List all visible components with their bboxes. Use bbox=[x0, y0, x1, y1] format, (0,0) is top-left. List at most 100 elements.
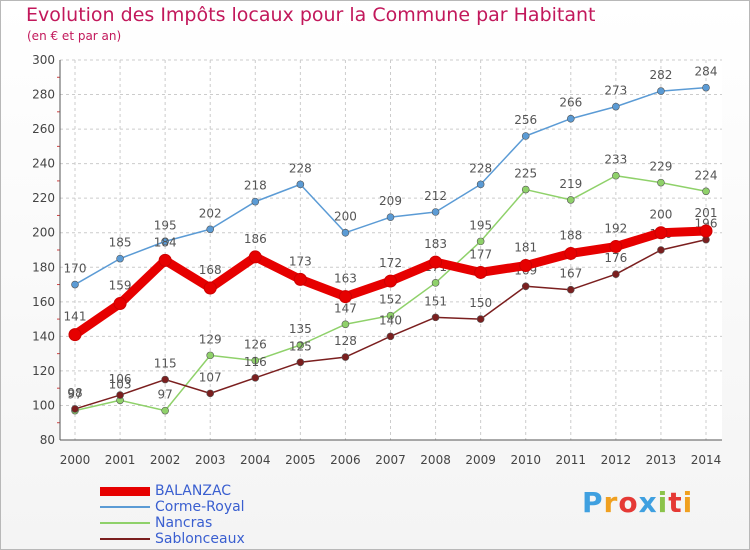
data-label: 183 bbox=[424, 237, 447, 251]
y-tick-label: 260 bbox=[32, 122, 55, 136]
data-label: 115 bbox=[154, 357, 177, 371]
data-point bbox=[248, 250, 262, 264]
data-label: 181 bbox=[514, 241, 537, 255]
data-label: 192 bbox=[604, 222, 627, 236]
data-point bbox=[161, 375, 169, 384]
legend-item: Sablonceaux bbox=[100, 531, 320, 547]
data-point bbox=[519, 259, 533, 273]
data-point bbox=[521, 132, 530, 140]
x-tick-label: 2008 bbox=[420, 453, 451, 467]
data-point bbox=[341, 353, 350, 361]
data-point bbox=[476, 315, 485, 323]
data-label: 116 bbox=[244, 355, 267, 369]
data-point bbox=[296, 341, 305, 349]
data-point bbox=[612, 270, 620, 278]
y-tick-label: 300 bbox=[32, 53, 55, 67]
data-point bbox=[612, 171, 620, 180]
data-label: 256 bbox=[514, 113, 537, 127]
data-label: 177 bbox=[469, 247, 492, 261]
data-label: 233 bbox=[604, 153, 627, 167]
data-point bbox=[161, 237, 169, 246]
data-point bbox=[521, 185, 530, 194]
chart-title: Evolution des Impôts locaux pour la Comm… bbox=[26, 4, 596, 26]
data-point bbox=[699, 224, 713, 238]
data-point bbox=[566, 196, 575, 204]
data-point bbox=[296, 180, 305, 189]
data-point bbox=[203, 281, 217, 295]
data-point bbox=[702, 83, 710, 92]
data-point bbox=[474, 265, 488, 279]
y-tick-label: 80 bbox=[40, 433, 55, 447]
data-point bbox=[657, 246, 665, 254]
x-tick-label: 2010 bbox=[510, 453, 541, 467]
data-point bbox=[206, 351, 215, 360]
data-point bbox=[251, 374, 260, 382]
data-point bbox=[68, 328, 82, 342]
data-point bbox=[386, 311, 395, 320]
legend-label: BALANZAC bbox=[155, 483, 232, 499]
data-label: 128 bbox=[334, 334, 357, 348]
legend-item: BALANZAC bbox=[100, 483, 320, 499]
legend-item: Nancras bbox=[100, 515, 320, 531]
data-label: 141 bbox=[64, 310, 87, 324]
data-point bbox=[206, 225, 215, 234]
data-point bbox=[566, 285, 575, 294]
logo-letter: x bbox=[638, 486, 658, 519]
y-tick-label: 180 bbox=[32, 260, 55, 274]
x-tick-label: 2000 bbox=[60, 453, 91, 467]
data-label: 228 bbox=[469, 161, 492, 175]
x-tick-label: 2004 bbox=[240, 453, 271, 467]
data-point bbox=[293, 272, 307, 286]
x-tick-label: 2011 bbox=[556, 453, 587, 467]
data-point bbox=[116, 391, 124, 399]
data-label: 184 bbox=[154, 235, 177, 249]
data-point bbox=[654, 226, 668, 240]
data-label: 266 bbox=[559, 96, 582, 110]
data-label: 97 bbox=[158, 388, 173, 402]
data-label: 185 bbox=[109, 236, 132, 250]
data-label: 186 bbox=[244, 232, 267, 246]
data-label: 168 bbox=[199, 263, 222, 277]
logo-letter: o bbox=[618, 486, 639, 519]
data-label: 126 bbox=[244, 338, 267, 352]
x-tick-label: 2003 bbox=[195, 453, 226, 467]
data-point bbox=[296, 358, 305, 367]
legend-swatch bbox=[100, 522, 150, 524]
data-label: 200 bbox=[334, 210, 357, 224]
chart-subtitle: (en € et par an) bbox=[27, 29, 122, 43]
x-tick-label: 2012 bbox=[601, 453, 632, 467]
data-label: 173 bbox=[289, 254, 312, 268]
logo-letter: r bbox=[603, 486, 619, 519]
x-tick-label: 2013 bbox=[646, 453, 677, 467]
proxiti-logo: Proxiti bbox=[582, 486, 693, 519]
data-point bbox=[566, 114, 575, 123]
data-point bbox=[657, 178, 665, 187]
data-label: 98 bbox=[67, 386, 82, 400]
data-point bbox=[161, 406, 169, 415]
data-point bbox=[206, 389, 215, 398]
data-label: 202 bbox=[199, 206, 222, 220]
legend-label: Sablonceaux bbox=[155, 531, 245, 547]
data-point bbox=[71, 280, 79, 289]
y-tick-label: 140 bbox=[32, 329, 55, 343]
data-point bbox=[564, 246, 578, 260]
data-label: 170 bbox=[64, 262, 87, 276]
data-label: 219 bbox=[559, 177, 582, 191]
x-tick-label: 2005 bbox=[285, 453, 316, 467]
data-label: 224 bbox=[695, 168, 718, 182]
logo-letter: t bbox=[668, 486, 683, 519]
data-point bbox=[431, 313, 440, 322]
data-point bbox=[657, 87, 665, 95]
y-tick-label: 120 bbox=[32, 364, 55, 378]
data-point bbox=[71, 405, 79, 413]
data-point bbox=[341, 320, 350, 329]
data-label: 129 bbox=[199, 332, 222, 346]
data-label: 151 bbox=[424, 294, 447, 308]
data-point bbox=[251, 356, 260, 365]
legend-swatch bbox=[100, 506, 150, 508]
legend-swatch bbox=[100, 538, 150, 540]
data-point bbox=[476, 237, 485, 246]
data-label: 218 bbox=[244, 179, 267, 193]
logo-letter: i bbox=[657, 486, 669, 519]
